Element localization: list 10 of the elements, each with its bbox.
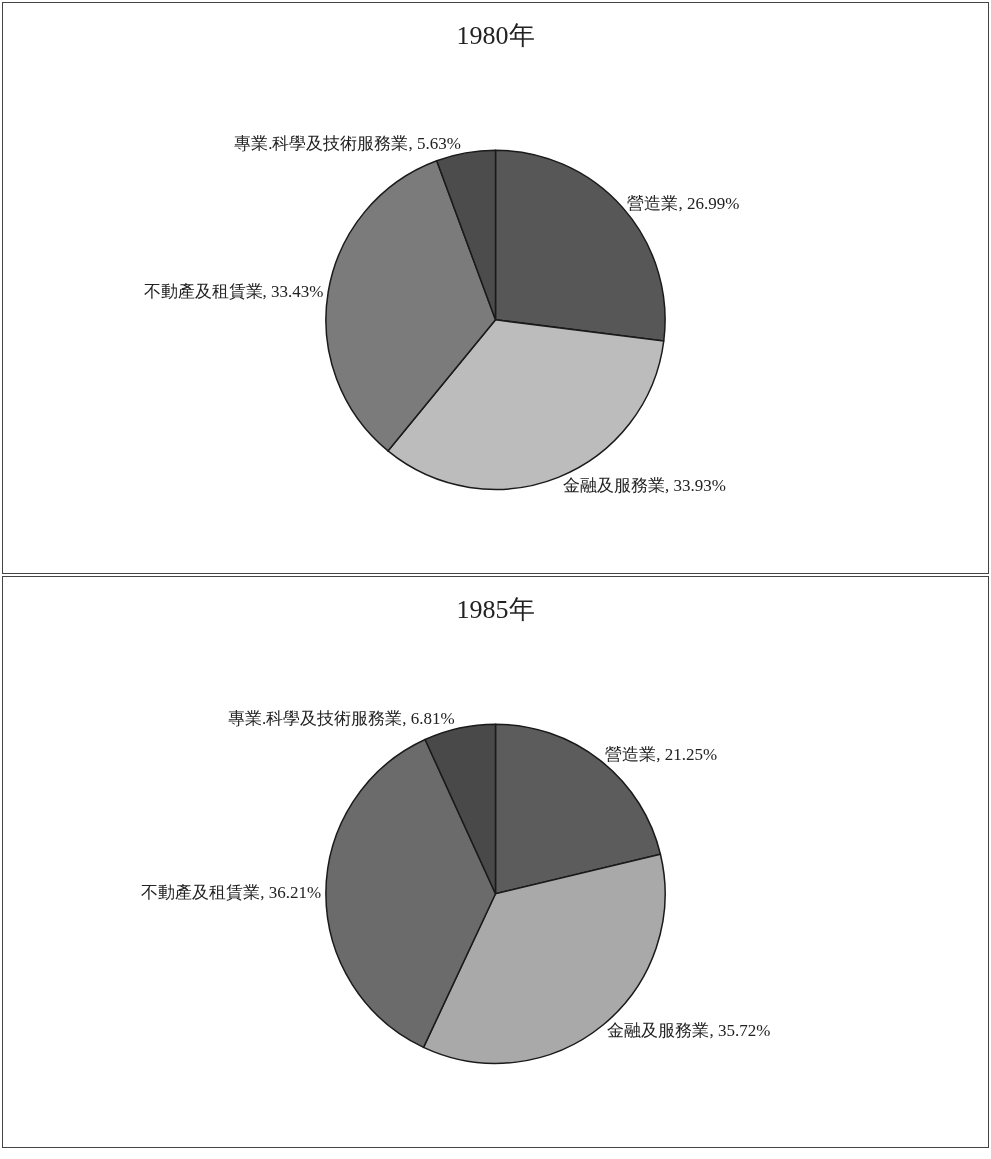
slice-label: 專業.科學及技術服務業, 6.81%: [228, 709, 455, 729]
slice-label: 營造業, 21.25%: [605, 745, 718, 765]
chart-title: 1985年: [456, 595, 535, 624]
slice-label: 營造業, 26.99%: [627, 193, 740, 213]
slice-label: 不動產及租賃業, 36.21%: [141, 883, 322, 903]
slice-label: 專業.科學及技術服務業, 5.63%: [234, 134, 461, 154]
slice-label: 金融及服務業, 33.93%: [563, 476, 726, 496]
chart-title: 1980年: [456, 21, 535, 50]
slice-label: 不動產及租賃業, 33.43%: [143, 281, 324, 301]
slice-label: 金融及服務業, 35.72%: [607, 1021, 771, 1041]
